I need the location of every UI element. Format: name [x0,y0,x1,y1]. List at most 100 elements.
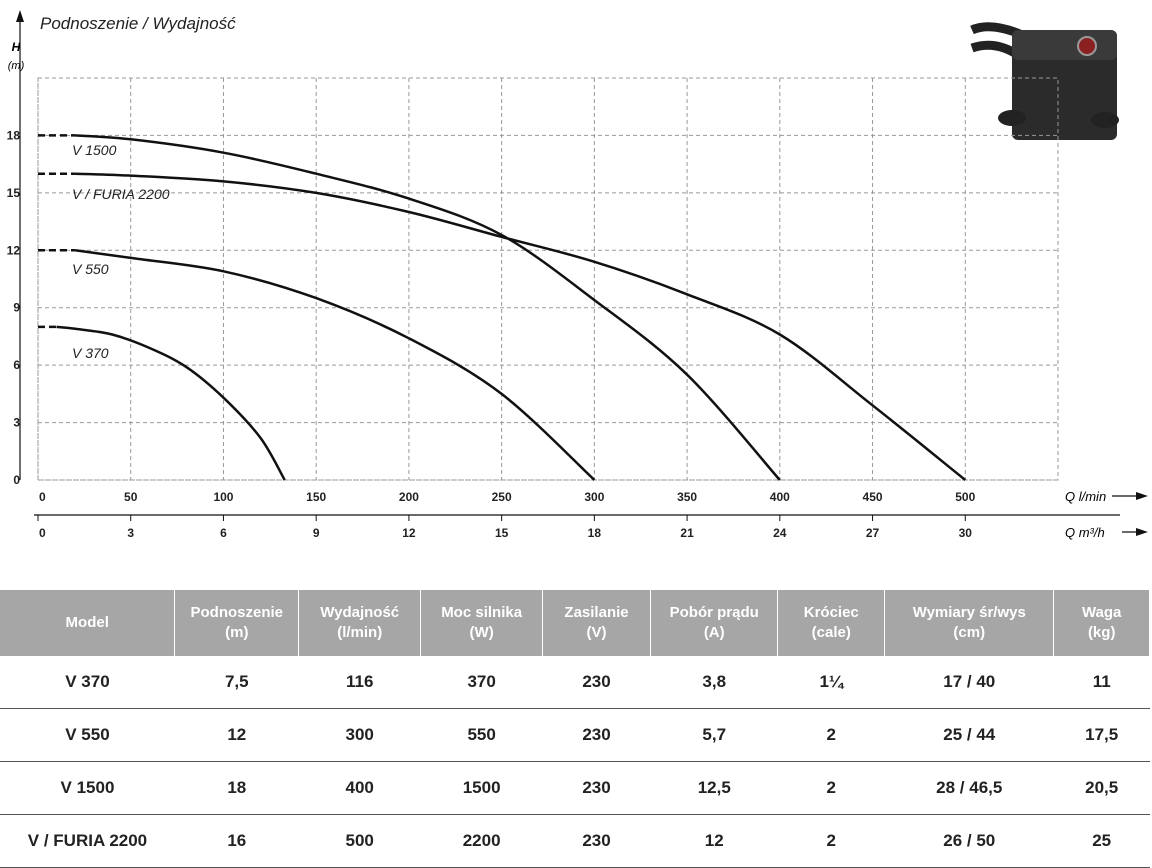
table-row: V / FURIA 2200 16 500 2200 230 12 2 26 / 50 25 [0,814,1150,868]
x-tick-label: 250 [492,490,512,504]
header-cell: Podnoszenie (m) [174,590,300,656]
x2-axis-label: Q m³/h [1065,525,1105,540]
table-cell: 12,5 [650,761,778,815]
table-cell: 230 [542,656,651,709]
table-cell: 2 [777,708,885,762]
x-axis-label: Q l/min [1065,489,1106,504]
header-cell: Zasilanie (V) [542,590,652,656]
table-cell: 400 [298,761,421,815]
table-cell: 2 [777,761,885,815]
header-text: Waga [1081,604,1122,621]
x-tick-label: 300 [584,490,604,504]
table-cell: 18 [174,761,299,815]
table-cell: 370 [420,656,543,709]
x2-tick-label: 15 [495,526,509,540]
x2-tick-label: 0 [39,526,46,540]
table-cell: V 370 [0,656,175,709]
table-cell: 28 / 46,5 [884,761,1054,815]
header-text: Wydajność [320,604,400,621]
table-cell: 26 / 50 [884,814,1054,868]
header-text: Zasilanie [564,604,629,621]
table-cell: 16 [174,814,299,868]
y-axis-unit: (m) [8,60,25,72]
series-label: V 370 [72,345,109,361]
arrow-head [16,10,24,22]
table-cell: 25 / 44 [884,708,1054,762]
header-text: Podnoszenie [190,604,284,621]
header-row: Model Podnoszenie (m) Wydajność (l/min) Moc s… [0,590,1150,656]
x-tick-label: 350 [677,490,697,504]
table-cell: 1¼ [777,656,885,709]
chart-title: Podnoszenie / Wydajność [40,14,236,33]
x-tick-label: 200 [399,490,419,504]
table-cell: 230 [542,708,651,762]
x2-tick-label: 12 [402,526,416,540]
table-cell: 12 [174,708,299,762]
chart: Podnoszenie / Wydajność H (m) Q l/min Q … [7,10,1148,540]
curve [74,249,596,481]
header-text: Wymiary śr/wys [912,604,1026,621]
table-cell: 20,5 [1053,761,1150,815]
header-text: (A) [703,624,725,641]
table-cell: 500 [298,814,421,868]
header-cell: Moc silnika (W) [420,590,543,656]
y-tick-label: 18 [7,128,21,142]
pump-image [970,22,1119,140]
header-cell: Waga (kg) [1053,590,1150,656]
table-cell: V 1500 [0,761,175,815]
header-text: (kg) [1087,624,1116,641]
table-row: V 1500 18 400 1500 230 12,5 2 28 / 46,5 20,5 [0,761,1150,815]
header-cell: Model [0,590,176,656]
table-cell: 230 [542,761,651,815]
x-tick-label: 150 [306,490,326,504]
header-text: Moc silnika [441,604,523,621]
x-tick-label: 500 [955,490,975,504]
table-cell: 7,5 [174,656,299,709]
header-text: (V) [586,624,607,641]
header-cell: Wydajność (l/min) [298,590,422,656]
table-cell: 1500 [420,761,543,815]
x-tick-label: 400 [770,490,790,504]
header-text: (l/min) [337,624,383,641]
table-cell: V / FURIA 2200 [0,814,175,868]
y-axis-label: H [12,40,21,54]
table-row: V 370 7,5 116 370 230 3,8 1¼ 17 / 40 11 [0,656,1150,709]
y-tick-label: 15 [7,186,21,200]
table-cell: 11 [1053,656,1150,709]
table-row: V 550 12 300 550 230 5,7 2 25 / 44 17,5 [0,708,1150,762]
curve [75,172,967,481]
y-tick-label: 6 [13,358,20,372]
table-cell: 230 [542,814,651,868]
spec-table: Model Podnoszenie (m) Wydajność (l/min) Moc s… [0,590,1150,868]
y-tick-label: 0 [13,473,20,487]
table-cell: 550 [420,708,543,762]
x-tick-label: 450 [863,490,883,504]
series-label: V 550 [72,261,109,277]
x2-tick-label: 21 [680,526,694,540]
x-tick-label: 100 [213,490,233,504]
table-cell: 3,8 [650,656,778,709]
arrow-head [1136,492,1148,500]
x2-tick-label: 30 [959,526,973,540]
header-text: (cm) [953,624,986,641]
table-cell: 300 [298,708,421,762]
table-cell: 12 [650,814,778,868]
curve [56,325,286,481]
x2-tick-label: 9 [313,526,320,540]
y-tick-label: 12 [7,243,21,257]
header-text: (m) [225,624,249,641]
curve [75,134,781,481]
plot-frame [37,77,1059,481]
y-tick-label: 9 [13,301,20,315]
x-tick-label: 0 [39,490,46,504]
header-text: (cale) [811,624,851,641]
header-cell: Pobór prądu (A) [650,590,779,656]
header-text: Model [65,614,109,631]
x2-tick-label: 27 [866,526,880,540]
table-cell: 2200 [420,814,543,868]
x2-tick-label: 24 [773,526,787,540]
y-tick-label: 3 [13,416,20,430]
arrow-head [1136,528,1148,536]
table-cell: 116 [298,656,421,709]
